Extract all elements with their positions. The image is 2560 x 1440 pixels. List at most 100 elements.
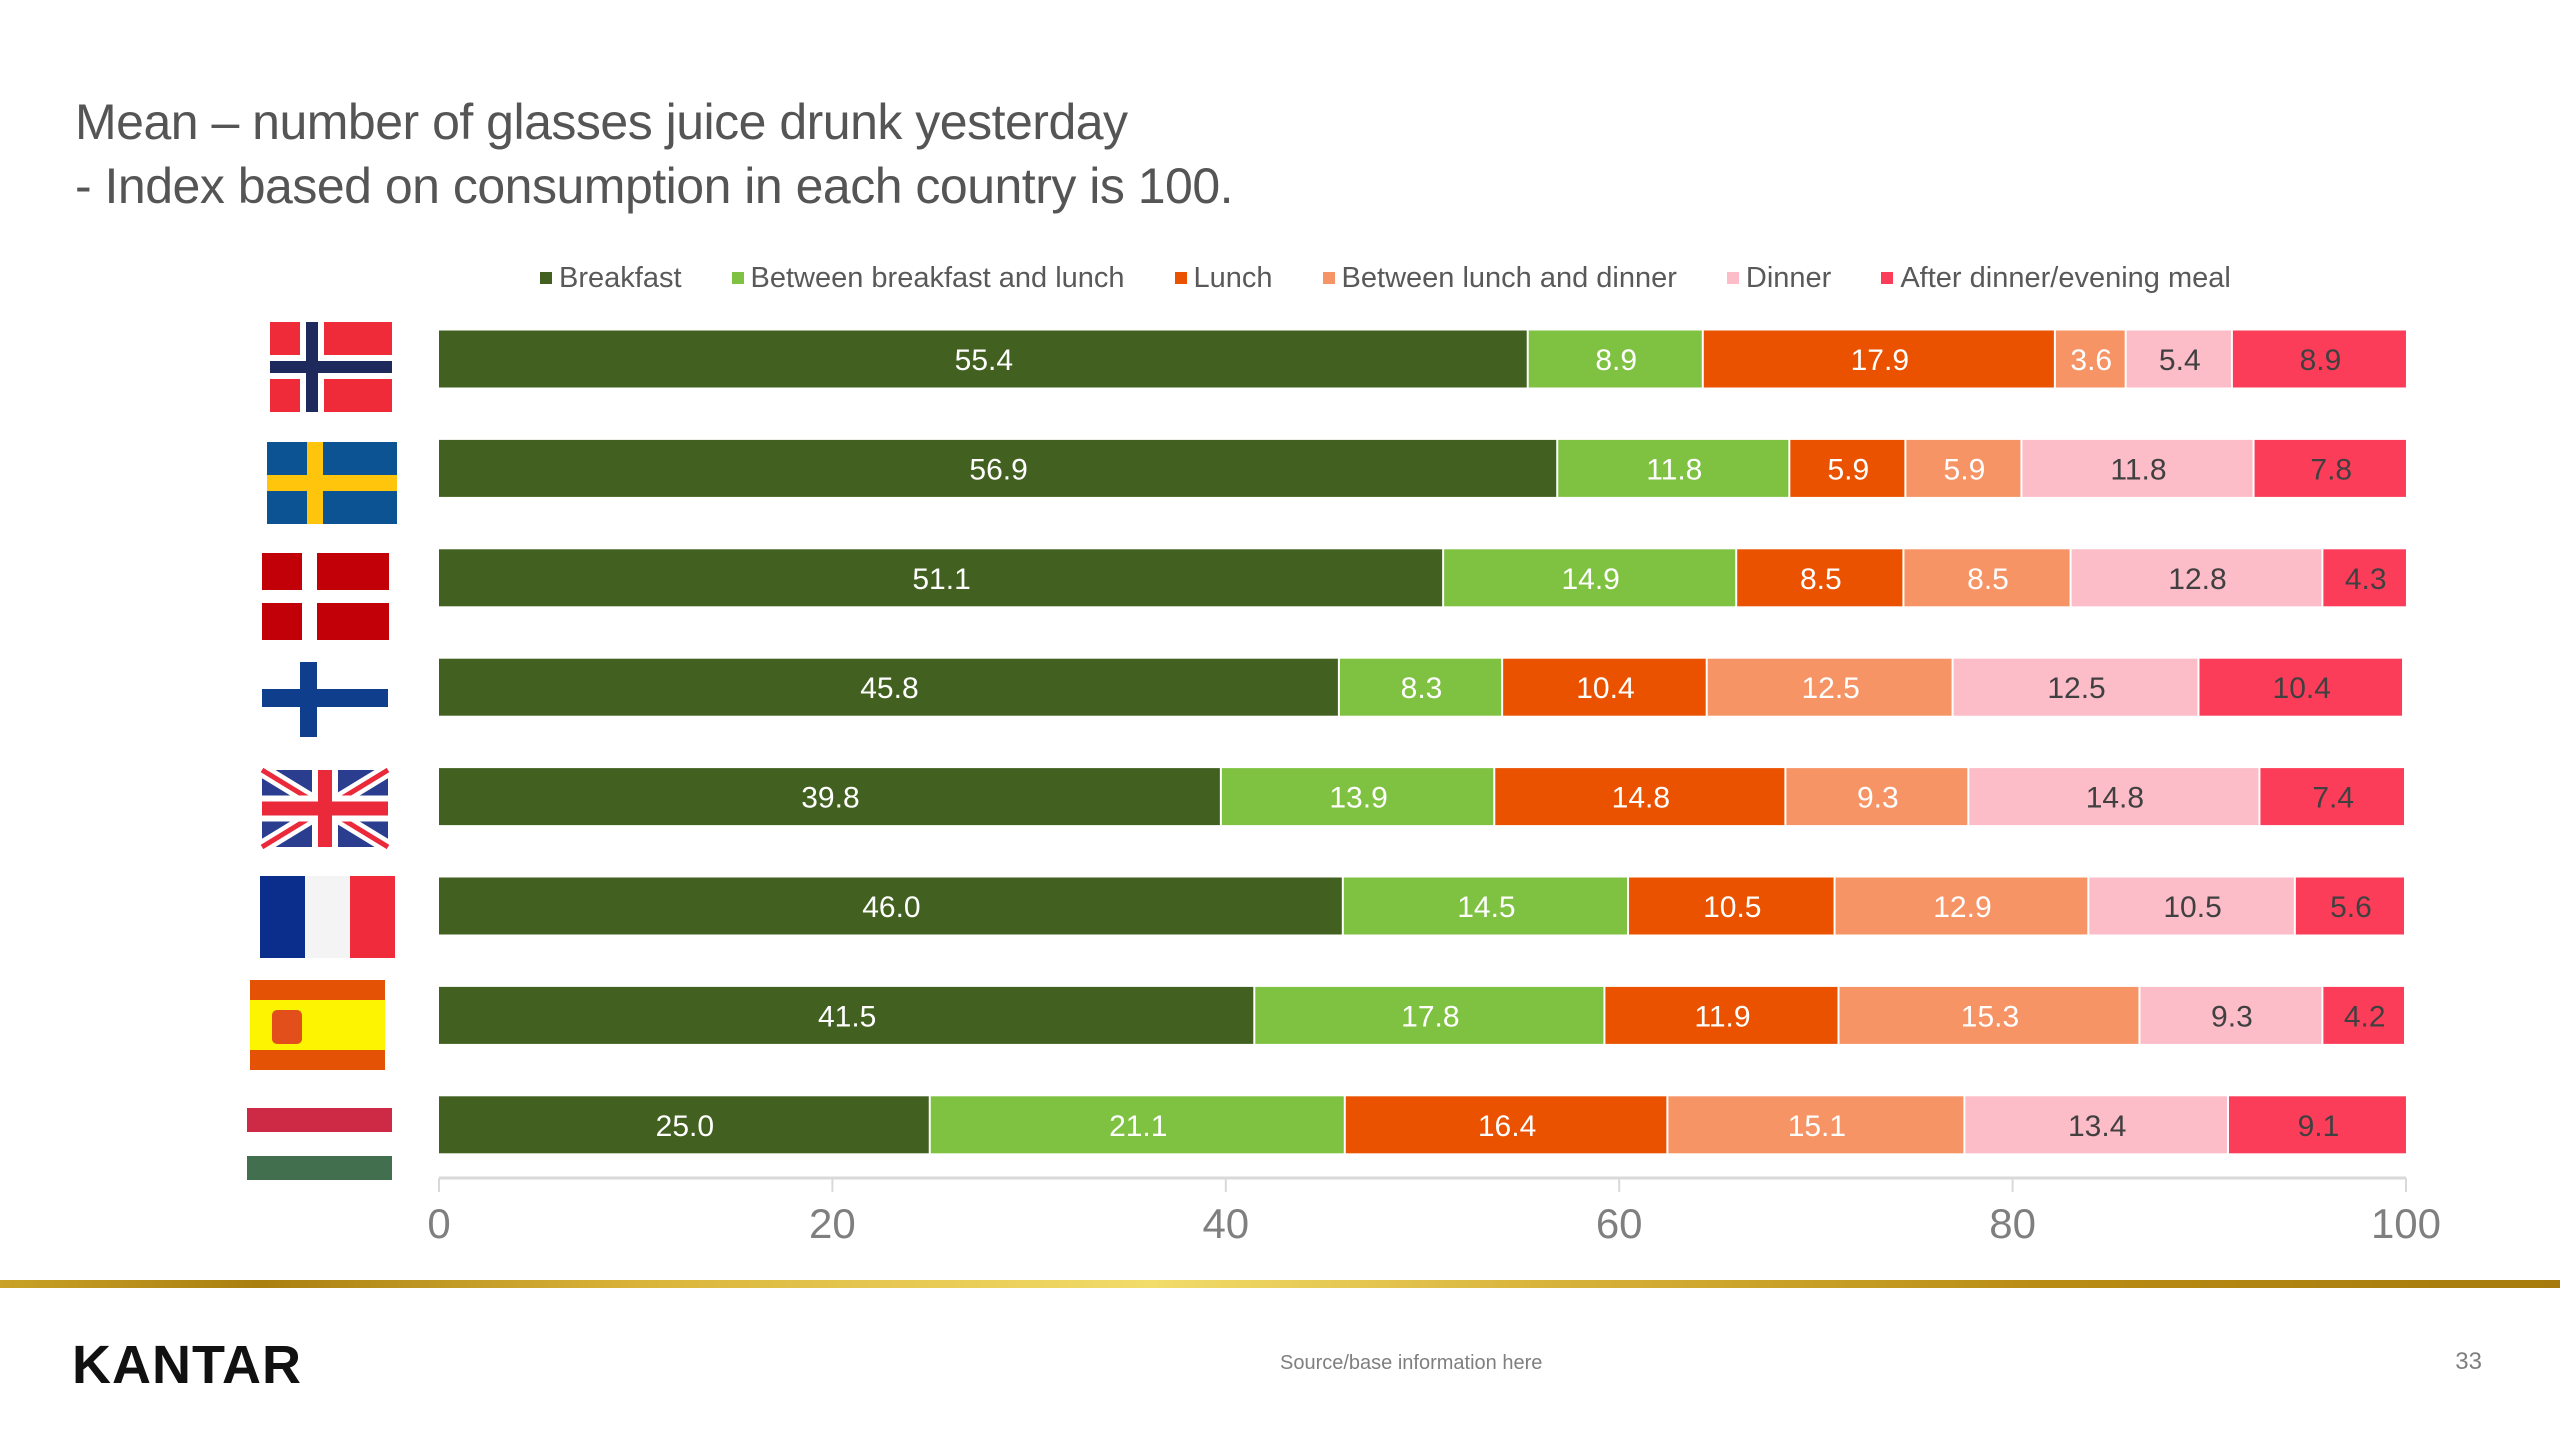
data-label: 9.3 <box>2211 1000 2253 1033</box>
bar-segment <box>2323 986 2404 1044</box>
flag-field <box>247 1108 392 1132</box>
bar-segment <box>930 1096 1344 1154</box>
bar-segment <box>439 439 1557 497</box>
legend-swatch <box>1322 272 1335 284</box>
x-tick-label: 0 <box>427 1200 450 1247</box>
bar-segment <box>2295 877 2404 935</box>
data-label: 11.8 <box>2110 453 2166 486</box>
legend-label: Lunch <box>1193 261 1273 294</box>
legend-item: Lunch <box>1174 261 1273 295</box>
x-tick-label: 100 <box>2371 1200 2441 1247</box>
bar-row: 45.8 8.3 10.4 12.5 12.5 10.4 <box>439 658 2403 716</box>
legend-label: Dinner <box>1745 261 1832 294</box>
bar-segment <box>1558 439 1789 497</box>
data-label: 10.4 <box>2273 672 2331 705</box>
data-label: 56.9 <box>969 453 1027 486</box>
data-label: 4.2 <box>2344 1000 2386 1033</box>
bar-segment <box>1339 658 1502 716</box>
gold-divider <box>0 1280 2560 1288</box>
bar-segment <box>2199 658 2403 716</box>
bar-segment <box>439 330 1527 388</box>
bar-segment <box>1605 986 1838 1044</box>
denmark-flag-icon <box>262 553 389 640</box>
data-label: 14.5 <box>1457 891 1515 924</box>
bar-segment <box>439 877 1342 935</box>
data-label: 13.9 <box>1329 782 1387 815</box>
bar-row: 41.5 17.8 11.9 15.3 9.3 4.2 <box>439 986 2404 1044</box>
bar-segment <box>1503 658 1706 716</box>
bar-segment <box>1528 330 1702 388</box>
legend-label: After dinner/evening meal <box>1900 261 2231 294</box>
data-label: 15.3 <box>1961 1000 2019 1033</box>
legend-swatch <box>1726 272 1739 284</box>
bar-segment <box>439 658 1338 716</box>
bar-segment <box>1707 658 1952 716</box>
bar-segment <box>2089 877 2294 935</box>
legend-swatch <box>731 272 744 284</box>
data-label: 8.9 <box>2300 344 2342 377</box>
bar-segment <box>439 549 1443 607</box>
x-tick-label: 20 <box>809 1200 856 1247</box>
data-label: 12.5 <box>1801 672 1859 705</box>
data-label: 7.4 <box>2312 782 2354 815</box>
data-label: 5.9 <box>1944 453 1986 486</box>
data-label: 3.6 <box>2070 344 2112 377</box>
data-label: 55.4 <box>955 344 1013 377</box>
coat-of-arms <box>272 1010 302 1044</box>
slide-title: Mean – number of glasses juice drunk yes… <box>75 90 1234 218</box>
legend-item: After dinner/evening meal <box>1881 261 2231 295</box>
legend-swatch <box>1881 272 1894 284</box>
legend-item: Between breakfast and lunch <box>731 261 1125 295</box>
bar-segment <box>1953 658 2198 716</box>
x-tick-label: 80 <box>1989 1200 2036 1247</box>
flag-field <box>260 876 305 958</box>
bar-segment <box>1969 768 2259 826</box>
bar-segment <box>2232 330 2406 388</box>
bar-row: 25.0 21.1 16.4 15.1 13.4 9.1 <box>439 1096 2406 1154</box>
x-tick-label: 60 <box>1596 1200 1643 1247</box>
title-line-1: Mean – number of glasses juice drunk yes… <box>75 94 1128 150</box>
data-label: 5.6 <box>2330 891 2372 924</box>
data-label: 4.3 <box>2345 563 2387 596</box>
bar-segment <box>2055 330 2125 388</box>
bar-segment <box>1343 877 1628 935</box>
data-label: 46.0 <box>862 891 920 924</box>
sweden-flag-icon <box>267 442 397 524</box>
bar-segment <box>439 1096 929 1154</box>
bar-segment <box>1965 1096 2227 1154</box>
bar-segment <box>2254 439 2406 497</box>
x-tick-label: 40 <box>1202 1200 1249 1247</box>
bar-segment <box>1495 768 1785 826</box>
bar-row: 55.4 8.9 17.9 3.6 5.4 8.9 <box>439 330 2406 388</box>
data-label: 8.9 <box>1595 344 1637 377</box>
data-label: 5.9 <box>1827 453 1869 486</box>
data-label: 12.9 <box>1933 891 1991 924</box>
data-label: 5.4 <box>2159 344 2201 377</box>
legend-label: Between breakfast and lunch <box>750 261 1125 294</box>
bar-segment <box>1444 549 1736 607</box>
bar-segment <box>2071 549 2322 607</box>
data-label: 14.8 <box>1612 782 1670 815</box>
flag-field <box>262 553 302 590</box>
title-line-2: - Index based on consumption in each cou… <box>75 158 1234 214</box>
data-label: 45.8 <box>860 672 918 705</box>
data-label: 10.4 <box>1576 672 1634 705</box>
bar-segment <box>1668 1096 1964 1154</box>
legend-swatch <box>1174 272 1187 284</box>
bar-segment <box>2228 1096 2406 1154</box>
bar-row: 46.0 14.5 10.5 12.9 10.5 5.6 <box>439 877 2404 935</box>
data-label: 8.5 <box>1800 563 1842 596</box>
data-label: 11.8 <box>1646 453 1702 486</box>
bar-segment <box>2126 330 2231 388</box>
hungary-flag-icon <box>247 1108 392 1180</box>
bar-segment <box>2022 439 2253 497</box>
kantar-logo: KANTAR <box>72 1335 302 1395</box>
bar-segment <box>1839 986 2139 1044</box>
bar-segment <box>1835 877 2088 935</box>
bar-segment <box>2323 549 2406 607</box>
data-label: 8.3 <box>1401 672 1443 705</box>
data-label: 39.8 <box>801 782 859 815</box>
bar-segment <box>439 768 1220 826</box>
data-label: 25.0 <box>656 1110 714 1143</box>
data-label: 9.3 <box>1857 782 1899 815</box>
